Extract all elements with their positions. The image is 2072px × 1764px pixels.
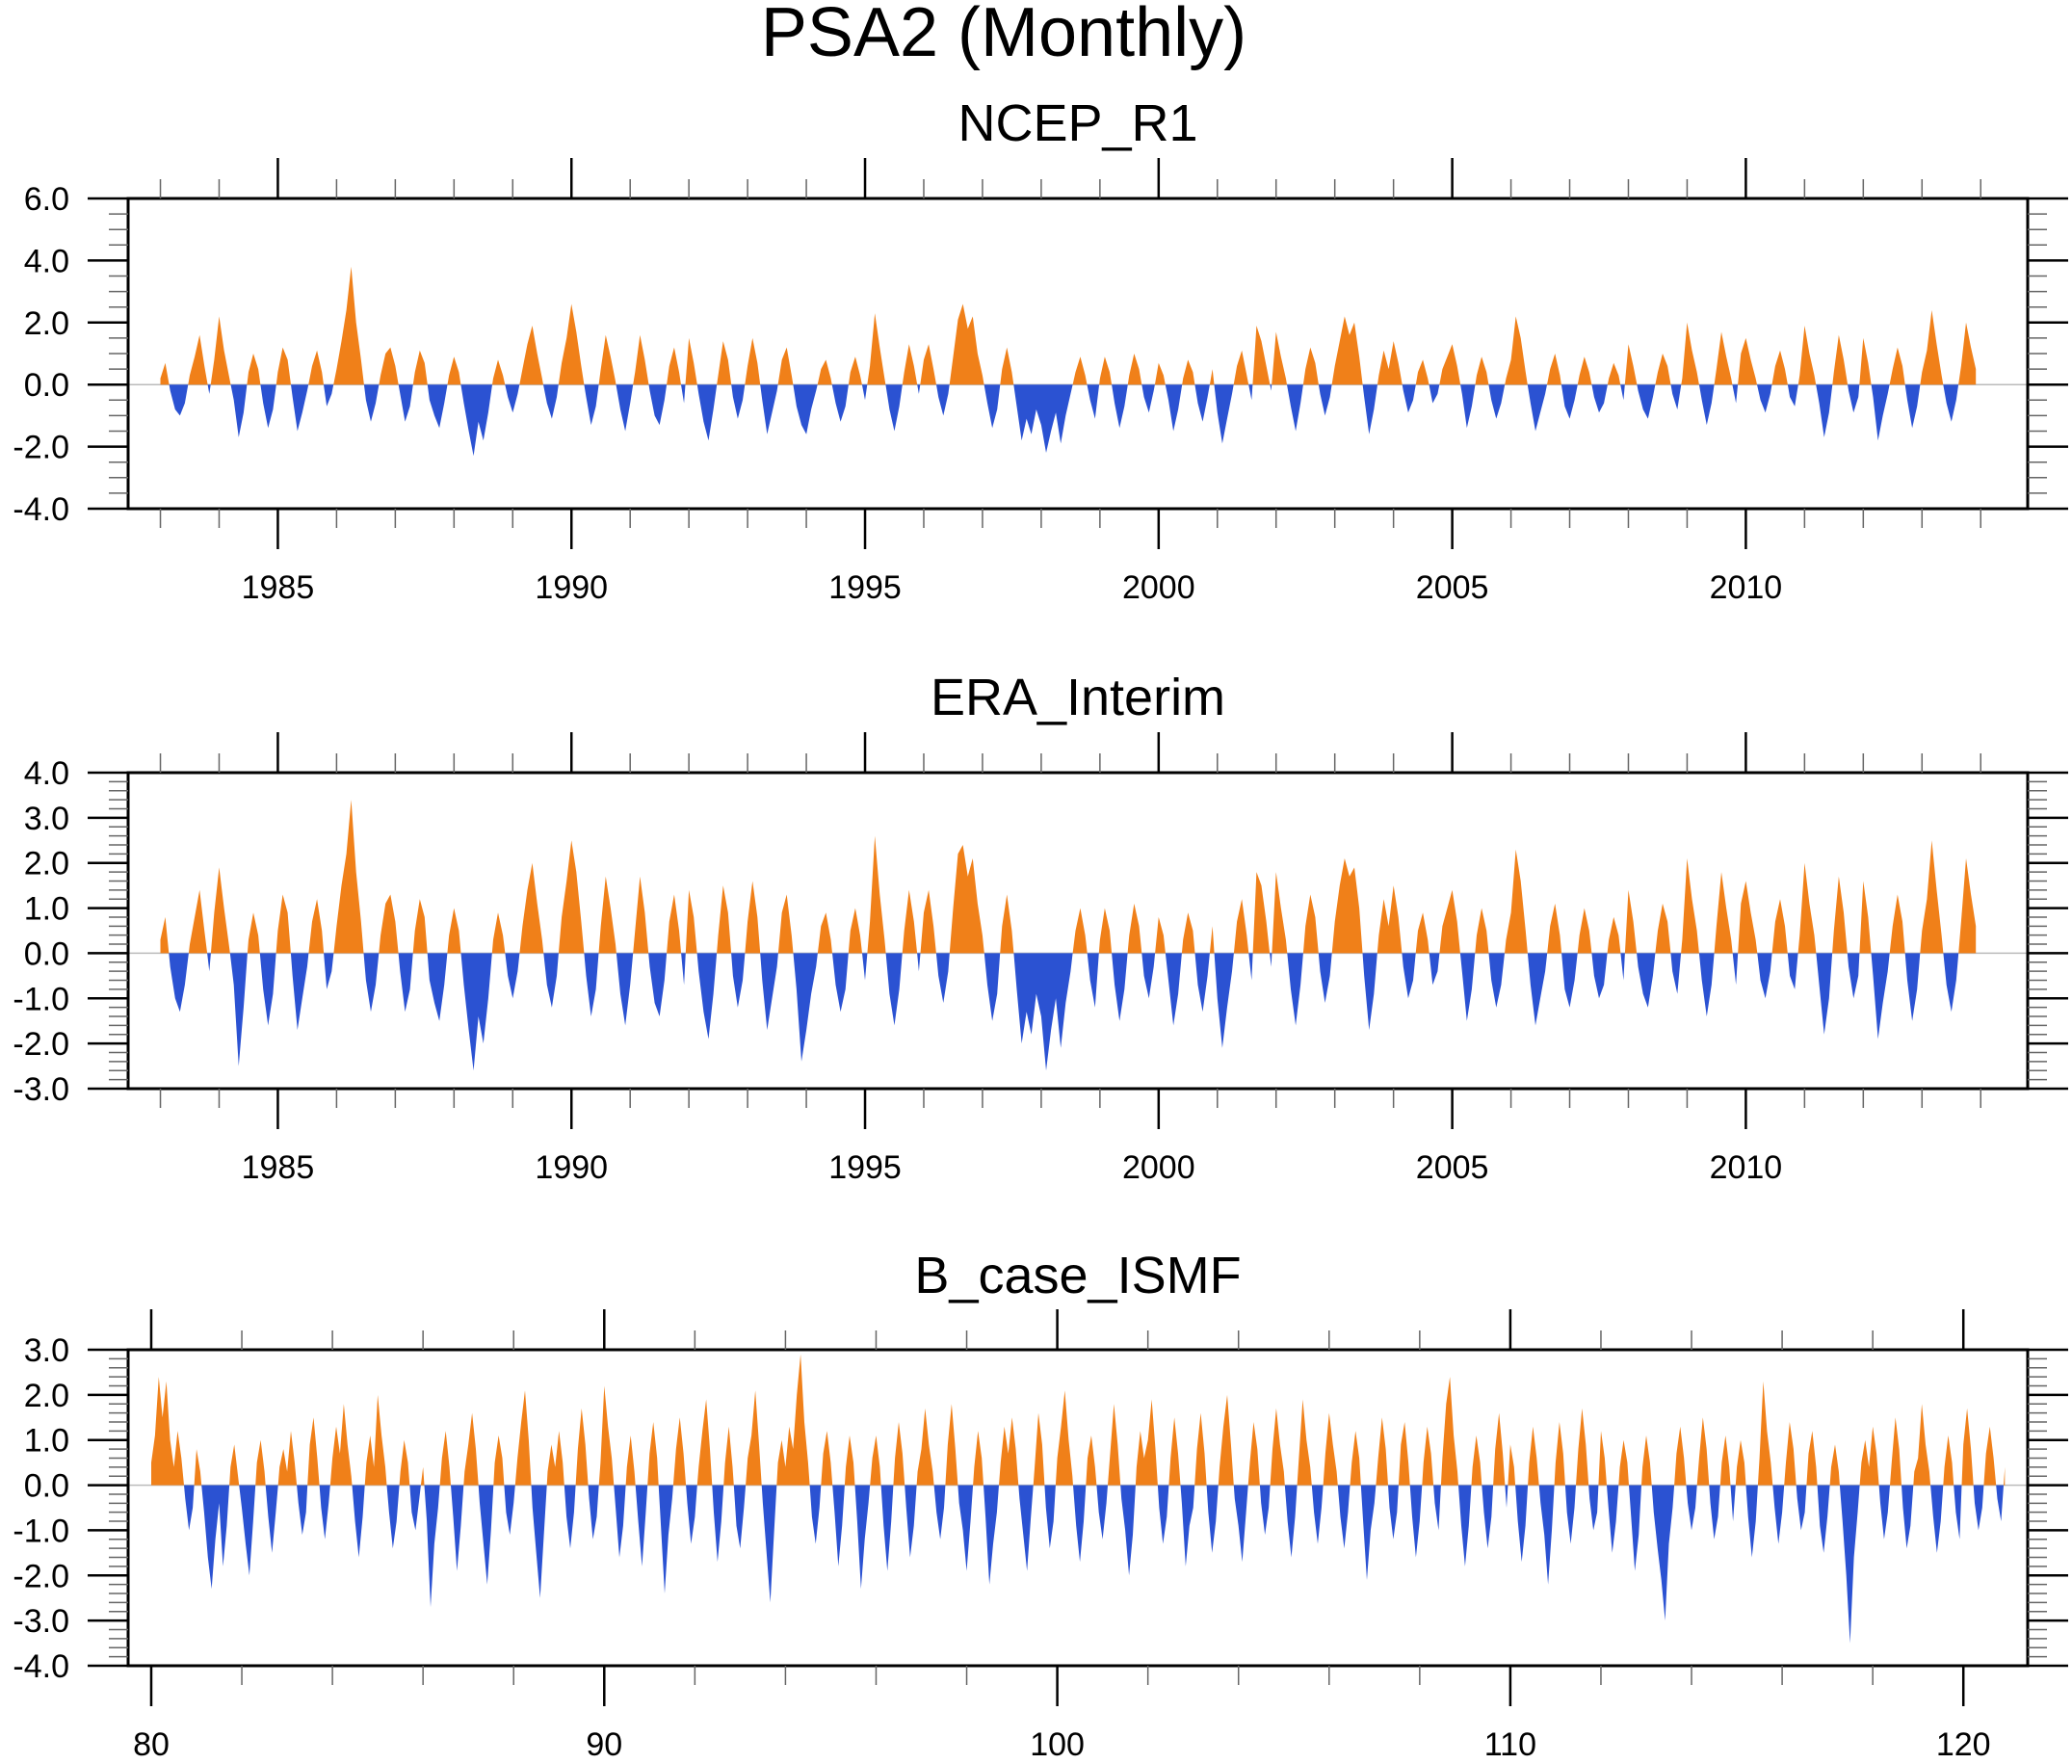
series-area-positive	[160, 800, 1977, 954]
x-tick-label: 2010	[1710, 1149, 1783, 1186]
x-tick-label: 120	[1936, 1726, 1991, 1763]
x-tick-label: 2000	[1122, 569, 1195, 606]
y-tick-label: 2.0	[24, 1378, 69, 1414]
page-title: PSA2 (Monthly)	[760, 0, 1247, 71]
series-area-negative	[160, 953, 1977, 1071]
plot-border	[126, 1348, 2030, 1668]
y-tick-label: 0.0	[24, 1468, 69, 1505]
x-tick-label: 2000	[1122, 1149, 1195, 1186]
y-tick-label: 1.0	[24, 891, 69, 928]
panel-title-b-case-ismf: B_case_ISMF	[914, 1247, 1242, 1304]
y-tick-label: 4.0	[24, 755, 69, 792]
x-tick-label: 110	[1484, 1726, 1536, 1763]
x-tick-label: 1990	[535, 569, 608, 606]
y-tick-label: 2.0	[24, 305, 69, 342]
y-tick-label: 6.0	[24, 181, 69, 218]
x-tick-label: 80	[133, 1726, 170, 1763]
panel-title-ncep-r1: NCEP_R1	[957, 94, 1198, 152]
x-tick-label: 1995	[828, 569, 902, 606]
y-tick-label: 3.0	[24, 801, 69, 837]
y-tick-label: 2.0	[24, 846, 69, 882]
series-area-positive	[160, 266, 1977, 385]
x-tick-label: 1990	[535, 1149, 608, 1186]
series-area-positive	[151, 1354, 2006, 1486]
x-tick-label: 1985	[242, 569, 315, 606]
y-tick-label: -2.0	[13, 1026, 69, 1063]
y-tick-label: -2.0	[13, 430, 69, 466]
y-tick-label: -4.0	[13, 1648, 69, 1685]
x-tick-label: 90	[586, 1726, 622, 1763]
x-tick-label: 100	[1030, 1726, 1085, 1763]
x-tick-label: 2005	[1416, 569, 1489, 606]
x-tick-label: 2005	[1416, 1149, 1489, 1186]
y-tick-label: 1.0	[24, 1423, 69, 1460]
y-tick-label: -1.0	[13, 981, 69, 1017]
series-area-negative	[160, 384, 1977, 457]
y-tick-label: 4.0	[24, 243, 69, 279]
y-tick-label: -3.0	[13, 1603, 69, 1640]
x-tick-label: 1995	[828, 1149, 902, 1186]
y-tick-label: -4.0	[13, 491, 69, 528]
x-tick-label: 1985	[242, 1149, 315, 1186]
y-tick-label: -3.0	[13, 1071, 69, 1108]
y-tick-label: 3.0	[24, 1332, 69, 1369]
x-tick-label: 2010	[1710, 569, 1783, 606]
y-tick-label: -2.0	[13, 1558, 69, 1594]
y-tick-label: 0.0	[24, 367, 69, 404]
y-tick-label: 0.0	[24, 935, 69, 972]
y-tick-label: -1.0	[13, 1513, 69, 1549]
panel-title-era-interim: ERA_Interim	[930, 669, 1226, 726]
series-area-negative	[151, 1485, 2006, 1644]
plot-border	[126, 771, 2030, 1091]
